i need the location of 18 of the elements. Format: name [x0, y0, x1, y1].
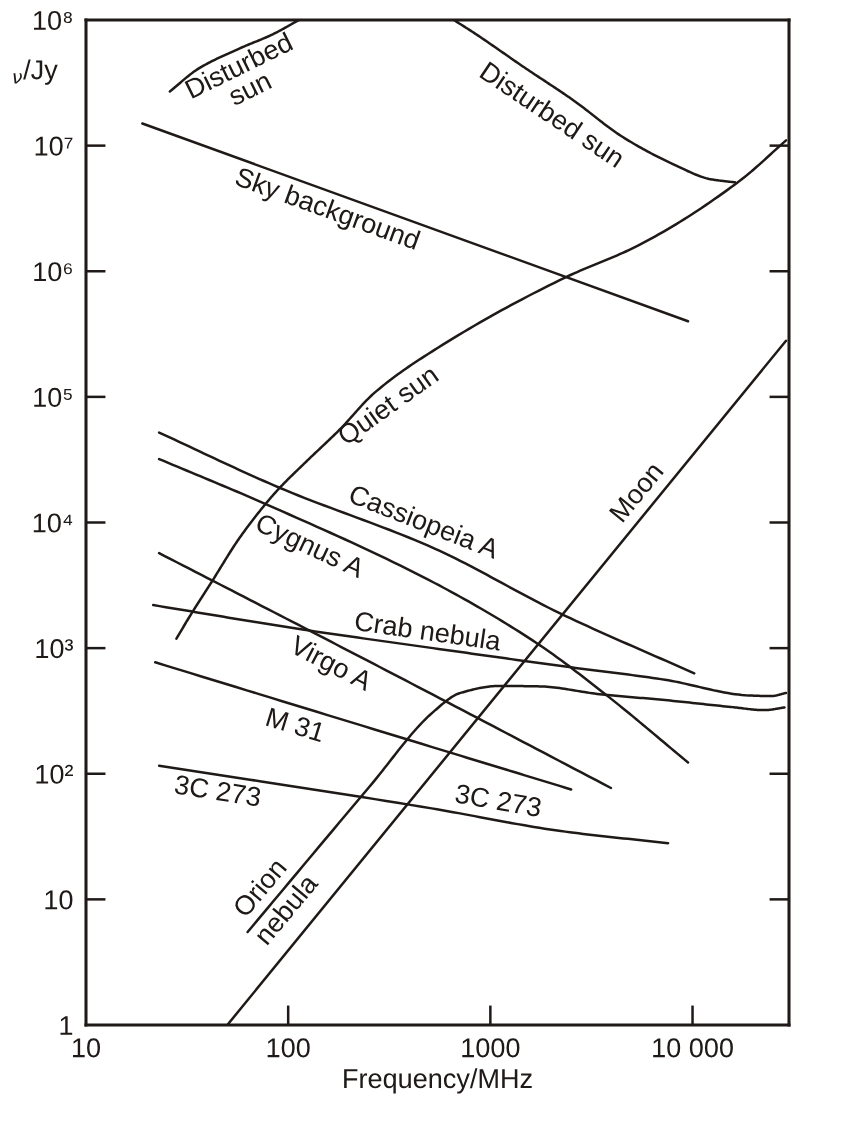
text: M 31: [265, 707, 326, 743]
y-tick-label: 10⁷: [35, 136, 73, 156]
y-tick-label: 1: [60, 1016, 73, 1035]
x-tick-label: 100: [267, 1038, 310, 1058]
x-tick-label: 10 000: [653, 1038, 733, 1058]
y-tick-label: 10⁵: [34, 387, 72, 407]
x-tick-label: 10: [73, 1038, 100, 1058]
text: 3C 273: [454, 783, 542, 818]
y-tick-label: 10⁸: [34, 10, 72, 31]
x-tick-label: 1000: [462, 1038, 520, 1058]
y-tick-label: 10⁴: [33, 513, 73, 533]
y-axis-title: $_{ν}$/Jy: [13, 59, 58, 85]
y-tick-label: 10²: [36, 764, 73, 784]
y-tick-label: 10⁶: [34, 262, 72, 282]
y-tick-label: 10³: [36, 639, 73, 659]
y-tick-label: 10: [45, 890, 73, 910]
text: 3C 273: [174, 774, 262, 807]
x-axis-title: Frequency/MHz: [344, 1068, 532, 1094]
